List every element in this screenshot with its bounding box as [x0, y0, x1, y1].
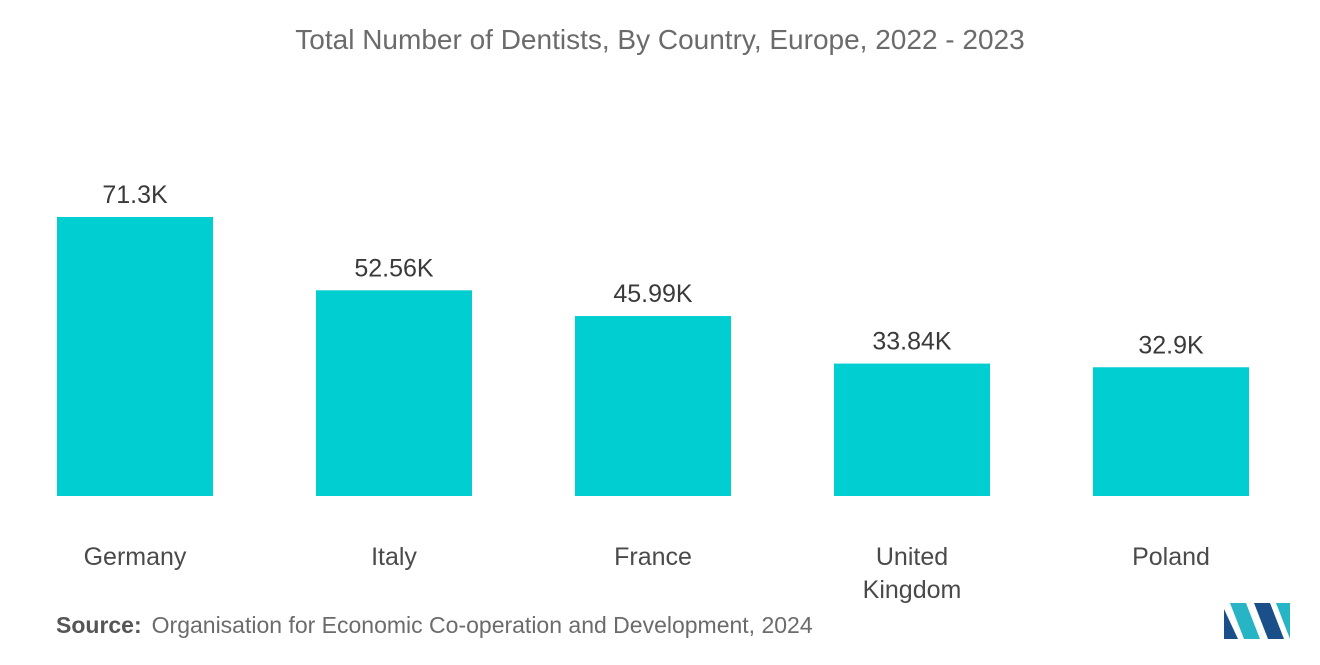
category-label-germany: Germany — [84, 543, 187, 571]
logo-shape-right — [1276, 603, 1290, 639]
mordor-intelligence-logo-icon — [1224, 603, 1290, 639]
bar-france — [575, 316, 731, 496]
value-label-france: 45.99K — [613, 280, 693, 308]
bar-united-kingdom — [834, 363, 990, 496]
bar-germany — [57, 217, 213, 496]
logo-shape-left — [1224, 609, 1238, 639]
bar-italy — [316, 290, 472, 496]
value-label-united-kingdom: 33.84K — [872, 328, 952, 356]
value-label-germany: 71.3K — [102, 181, 168, 209]
value-label-poland: 32.9K — [1138, 331, 1204, 359]
value-labels-group: 71.3K 52.56K 45.99K 33.84K 32.9K — [102, 181, 1204, 359]
category-label-united-kingdom: United Kingdom — [863, 543, 962, 604]
category-label-italy: Italy — [371, 543, 417, 571]
category-labels-group: Germany Italy France United Kingdom Poland — [84, 543, 1210, 604]
source-note: Source: Organisation for Economic Co-oper… — [56, 612, 813, 639]
bar-poland — [1093, 367, 1249, 496]
value-label-italy: 52.56K — [354, 254, 434, 282]
category-label-poland: Poland — [1132, 543, 1210, 571]
chart-title: Total Number of Dentists, By Country, Eu… — [295, 24, 1025, 55]
logo-shape-mid-left — [1230, 603, 1260, 639]
logo-shape-mid-right — [1254, 603, 1284, 639]
bars-group — [57, 217, 1249, 496]
source-key: Source: — [56, 612, 142, 638]
source-text: Organisation for Economic Co-operation a… — [151, 612, 813, 638]
category-label-france: France — [614, 543, 692, 571]
